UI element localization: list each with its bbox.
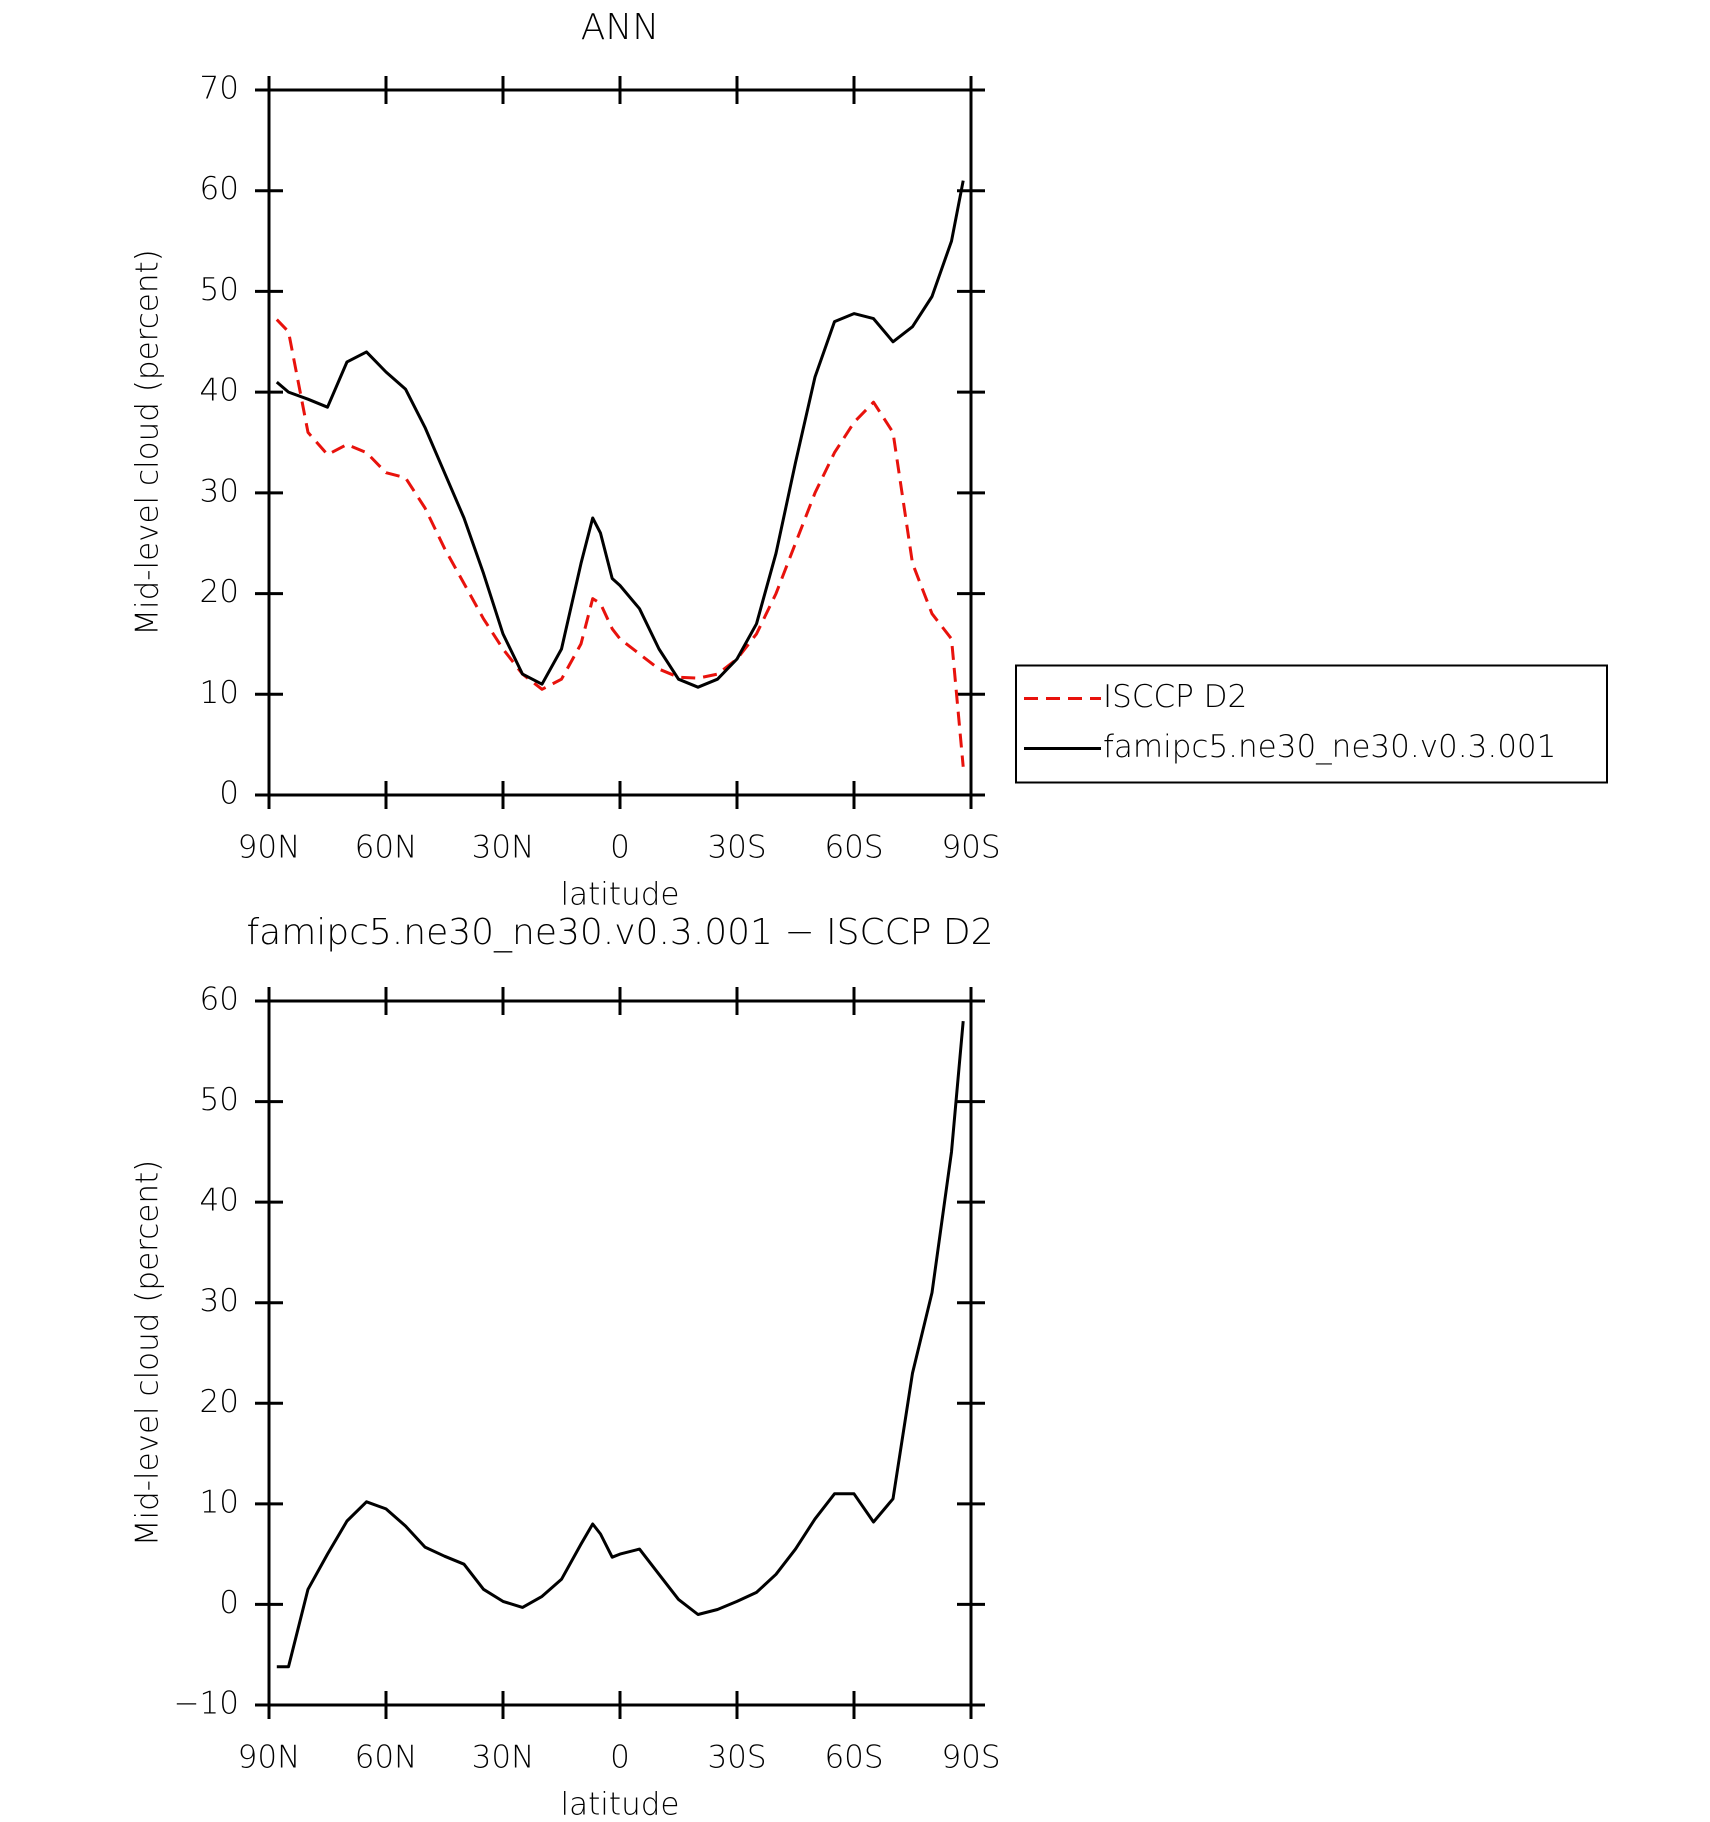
y-tick-label: 10 <box>200 1484 239 1520</box>
legend-label: famipc5.ne30_ne30.v0.3.001 <box>1103 729 1556 765</box>
x-axis-label: latitude <box>561 1787 680 1822</box>
x-tick-label: 30N <box>472 830 535 866</box>
y-tick-label: 0 <box>219 776 239 812</box>
y-tick-label: 70 <box>200 71 239 107</box>
y-tick-label: 50 <box>200 1082 239 1118</box>
x-tick-label: 90S <box>941 830 1000 866</box>
y-tick-label: 50 <box>200 272 239 308</box>
y-axis-label: Mid-level cloud (percent) <box>130 1160 166 1547</box>
x-tick-label: 30S <box>707 830 766 866</box>
data-line <box>276 1020 965 1669</box>
x-axis-label: latitude <box>561 877 680 913</box>
chart-title: ANN <box>581 7 660 48</box>
x-tick-label: 60S <box>824 1740 883 1776</box>
x-tick-label: 90N <box>238 830 301 866</box>
y-tick-label: 60 <box>200 982 239 1018</box>
data-line <box>275 318 965 767</box>
x-tick-label: 0 <box>610 830 630 866</box>
x-tick-label: 60N <box>355 1740 418 1776</box>
x-tick-label: 90N <box>238 1740 301 1776</box>
chart-title: famipc5.ne30_ne30.v0.3.001 − ISCCP D2 <box>246 912 993 953</box>
legend-box <box>1015 664 1608 784</box>
y-axis-label: Mid-level cloud (percent) <box>130 249 166 636</box>
data-line <box>275 180 965 689</box>
plot-frame <box>267 88 973 797</box>
plot-frame <box>267 999 973 1707</box>
y-tick-label: −10 <box>174 1686 239 1722</box>
x-tick-label: 0 <box>610 1740 630 1776</box>
legend: ISCCP D2 famipc5.ne30_ne30.v0.3.001 <box>1015 664 1608 784</box>
x-tick-label: 90S <box>941 1740 1000 1776</box>
y-tick-label: 40 <box>200 373 239 409</box>
y-tick-label: 60 <box>200 171 239 207</box>
x-tick-label: 30S <box>707 1740 766 1776</box>
y-tick-label: 40 <box>200 1183 239 1219</box>
x-tick-label: 60S <box>824 830 883 866</box>
y-tick-label: 30 <box>200 473 239 509</box>
y-tick-label: 20 <box>200 574 239 610</box>
x-tick-label: 60N <box>355 830 418 866</box>
x-tick-label: 30N <box>472 1740 535 1776</box>
y-tick-label: 20 <box>200 1384 239 1420</box>
y-tick-label: 10 <box>200 675 239 711</box>
legend-label: ISCCP D2 <box>1103 679 1247 715</box>
y-tick-label: 30 <box>200 1283 239 1319</box>
y-tick-label: 0 <box>219 1585 239 1621</box>
